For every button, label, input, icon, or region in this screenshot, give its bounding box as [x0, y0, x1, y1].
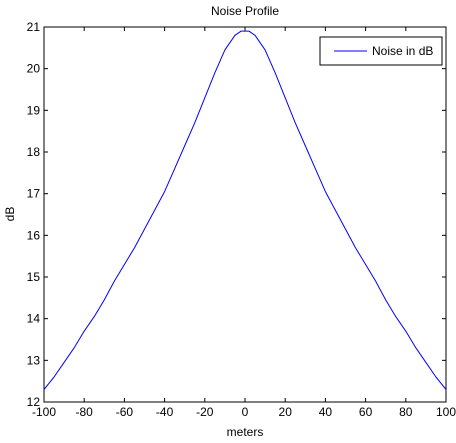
x-tick-label: 40 [319, 405, 333, 419]
y-tick-label: 18 [27, 145, 41, 159]
y-tick-label: 16 [27, 228, 41, 242]
x-axis-title: meters [227, 425, 264, 439]
y-tick-label: 12 [27, 395, 41, 409]
x-tick-label: -20 [196, 405, 214, 419]
y-tick-label: 13 [27, 353, 41, 367]
x-tick-label: -40 [156, 405, 174, 419]
legend-label-noise: Noise in dB [372, 44, 433, 58]
y-tick-label: 14 [27, 312, 41, 326]
x-tick-label: 80 [399, 405, 413, 419]
plot-area-frame [43, 26, 447, 403]
x-tick-label: 100 [436, 405, 456, 419]
x-axis-tick-labels: -100 -80 -60 -40 -20 0 20 40 60 80 100 [32, 405, 456, 419]
y-tick-label: 17 [27, 187, 41, 201]
x-tick-label: -60 [116, 405, 134, 419]
legend: Noise in dB [319, 36, 443, 66]
y-tick-label: 15 [27, 270, 41, 284]
y-axis-title: dB [3, 207, 17, 222]
series-layer [43, 30, 447, 390]
chart-title: Noise Profile [211, 4, 279, 18]
x-tick-label: -100 [32, 405, 56, 419]
axis-ticks [43, 26, 447, 403]
series-line-noise-in-db [43, 30, 447, 390]
x-tick-label: 60 [359, 405, 373, 419]
y-tick-label: 21 [27, 20, 41, 34]
x-tick-label: 20 [279, 405, 293, 419]
y-tick-label: 19 [27, 103, 41, 117]
y-tick-label: 20 [27, 62, 41, 76]
x-tick-label: -80 [76, 405, 94, 419]
y-axis-tick-labels: 12 13 14 15 16 17 18 19 20 21 [27, 20, 41, 409]
x-tick-label: 0 [242, 405, 249, 419]
